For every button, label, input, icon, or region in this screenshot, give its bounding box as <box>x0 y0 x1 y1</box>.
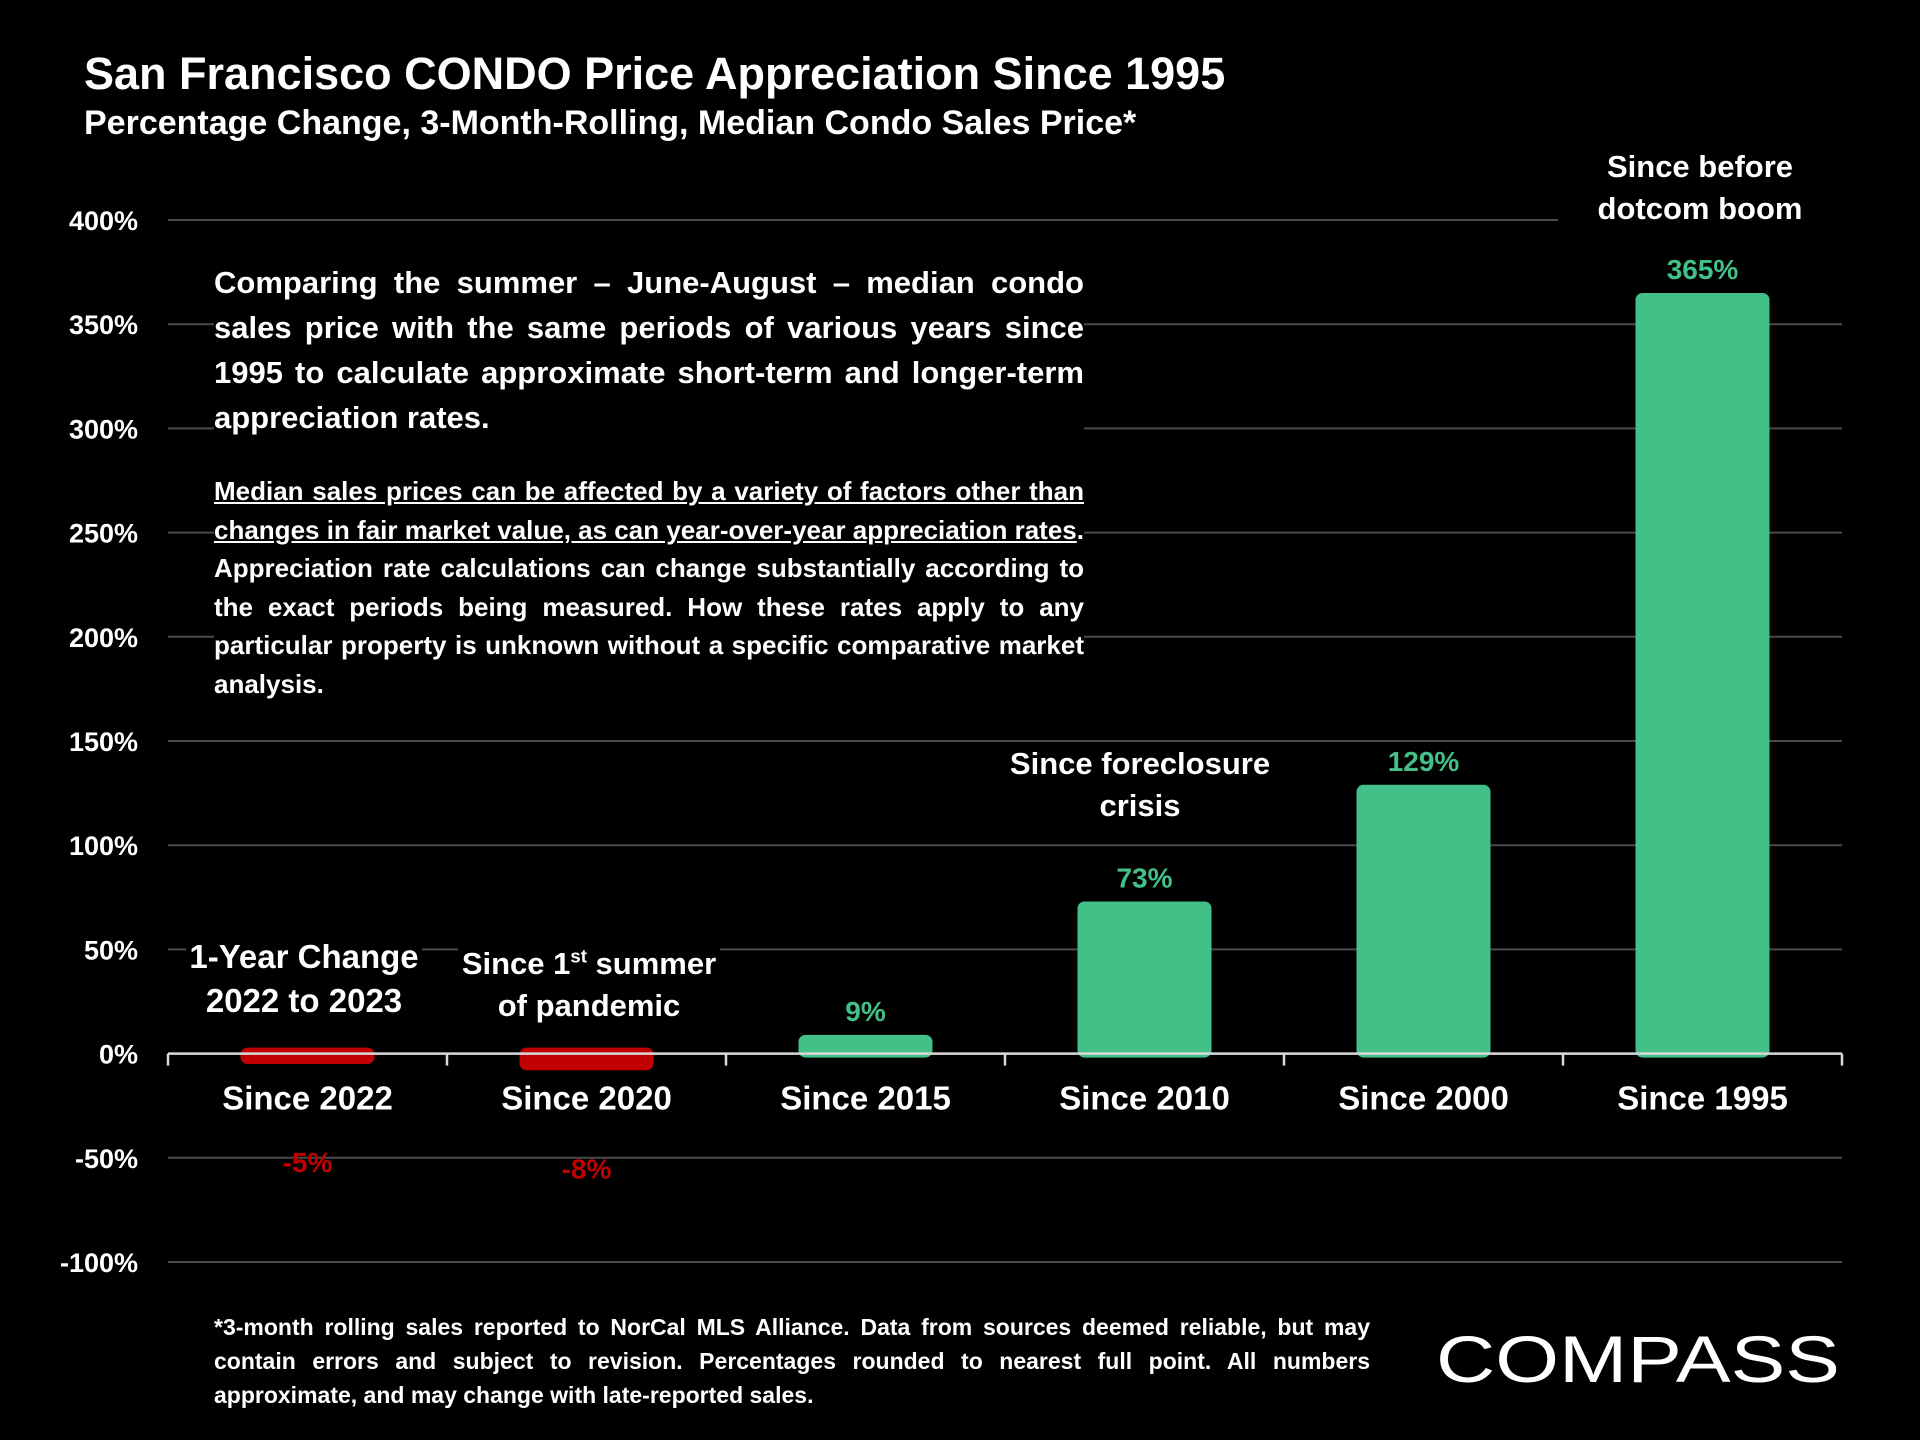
annotation-one-year-line2: 2022 to 2023 <box>205 982 403 1019</box>
y-tick-label: 200% <box>69 623 138 653</box>
y-tick-label: 300% <box>69 414 138 444</box>
description-box: Comparing the summer – June-August – med… <box>214 254 1084 711</box>
category-label: Since 1995 <box>1617 1080 1788 1117</box>
chart-title: San Francisco CONDO Price Appreciation S… <box>84 48 1226 99</box>
chart-subtitle: Percentage Change, 3-Month-Rolling, Medi… <box>84 104 1137 142</box>
bar-value-label: 73% <box>1116 862 1172 893</box>
annotation-pandemic-post: summer <box>586 946 717 981</box>
y-tick-label: 350% <box>69 310 138 340</box>
annotation-pandemic-pre: Since 1 <box>461 946 571 981</box>
annotation-one-year: 1-Year Change 2022 to 2023 <box>186 935 422 1023</box>
category-label: Since 2022 <box>222 1080 393 1117</box>
description-paragraph-2: Median sales prices can be affected by a… <box>214 472 1084 711</box>
category-label: Since 2020 <box>501 1080 672 1117</box>
x-axis <box>166 1052 1844 1066</box>
bar-value-label: 129% <box>1388 746 1460 777</box>
y-tick-label: 150% <box>69 727 138 757</box>
y-tick-label: 250% <box>69 519 138 549</box>
y-tick-label: 50% <box>84 935 138 965</box>
annotation-foreclosure-line2: crisis <box>1099 788 1181 823</box>
annotation-pandemic-line2: of pandemic <box>497 988 681 1023</box>
annotation-pandemic: Since 1st summer of pandemic <box>458 943 720 1027</box>
annotation-pandemic-line1: Since 1st summer <box>458 943 720 985</box>
category-label: Since 2015 <box>780 1080 951 1117</box>
bar <box>1356 784 1491 1058</box>
bar <box>1635 292 1770 1058</box>
category-label: Since 2000 <box>1338 1080 1509 1117</box>
annotation-foreclosure: Since foreclosure crisis <box>996 743 1284 827</box>
annotation-foreclosure-line1: Since foreclosure <box>1009 746 1271 781</box>
y-tick-label: -100% <box>60 1248 138 1278</box>
bar <box>519 1047 654 1071</box>
description-paragraph-1: Comparing the summer – June-August – med… <box>214 265 1084 435</box>
y-tick-label: -50% <box>75 1144 138 1174</box>
y-tick-label: 100% <box>69 831 138 861</box>
compass-logo: COMPASS <box>1436 1322 1840 1396</box>
category-label: Since 2010 <box>1059 1080 1230 1117</box>
description-underlined-text: Median sales prices can be affected by a… <box>214 476 1084 545</box>
bar <box>1077 901 1212 1058</box>
description-rest-text: . Appreciation rate calculations can cha… <box>214 514 1084 699</box>
bar-value-label: 9% <box>845 996 886 1027</box>
annotation-dotcom-line1: Since before <box>1606 149 1794 184</box>
bars <box>240 292 1770 1071</box>
annotation-dotcom-line2: dotcom boom <box>1597 191 1803 226</box>
annotation-pandemic-sup: st <box>570 945 587 967</box>
bar-value-label: -8% <box>562 1153 612 1184</box>
y-tick-label: 400% <box>69 206 138 236</box>
labels: 400% 350% 300% 250% 200% 150% 100% 50% 0% -50% -10… <box>60 206 1788 1278</box>
bar <box>798 1034 933 1058</box>
annotation-dotcom: Since before dotcom boom <box>1558 146 1842 230</box>
compass-logo-text: COMPASS <box>1436 1322 1840 1396</box>
bar <box>240 1047 375 1065</box>
bar-value-label: 365% <box>1667 254 1739 285</box>
y-tick-label: 0% <box>99 1040 138 1070</box>
bar-value-label: -5% <box>283 1147 333 1178</box>
annotation-one-year-line1: 1-Year Change <box>189 938 419 975</box>
footnote: *3-month rolling sales reported to NorCa… <box>214 1314 1370 1408</box>
